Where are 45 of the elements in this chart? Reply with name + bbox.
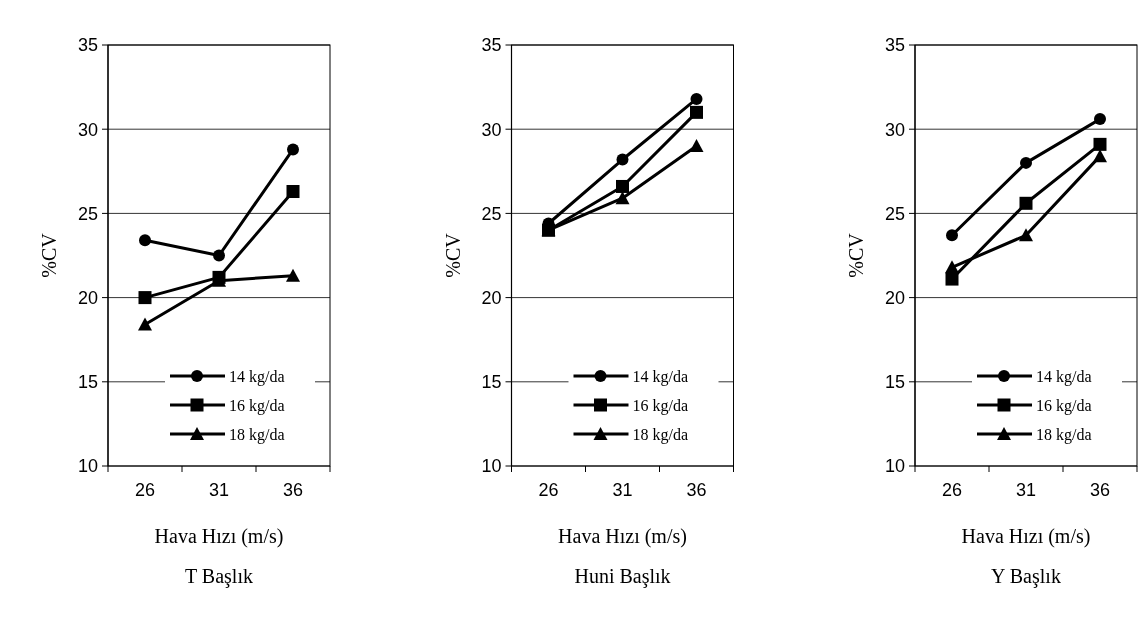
legend-label: 16 kg/da: [1036, 396, 1092, 415]
legend-label: 14 kg/da: [229, 367, 285, 386]
y-tick-label: 25: [77, 203, 98, 224]
x-tick-label: 26: [538, 480, 559, 500]
x-tick-label: 31: [1015, 480, 1037, 500]
legend-label: 16 kg/da: [229, 396, 285, 415]
y-tick-label: 20: [481, 287, 502, 308]
text: Huni Başlık: [574, 565, 671, 588]
x-tick-label: 31: [612, 480, 633, 500]
legend-label: 14 kg/da: [1036, 367, 1092, 386]
y-axis-title: %CV: [441, 232, 464, 278]
y-tick-label: 35: [481, 35, 502, 56]
x-tick-label: 36: [1089, 480, 1111, 500]
y-tick-label: 30: [481, 119, 502, 140]
y-tick-label: 10: [77, 456, 98, 477]
y-tick-label: 10: [884, 456, 905, 477]
x-tick-label: 26: [941, 480, 963, 500]
text: T Başlık: [185, 565, 253, 588]
text: Y Başlık: [991, 565, 1061, 588]
y-tick-label: 20: [77, 287, 98, 308]
x-tick-label: 31: [208, 480, 230, 500]
x-tick-label: 36: [282, 480, 304, 500]
y-axis-title: %CV: [38, 232, 60, 278]
legend-label: 18 kg/da: [632, 425, 689, 444]
y-tick-label: 30: [77, 119, 98, 140]
y-tick-label: 35: [77, 35, 98, 56]
y-tick-label: 10: [481, 456, 502, 477]
legend-label: 18 kg/da: [229, 425, 285, 444]
y-tick-label: 20: [884, 287, 905, 308]
y-tick-label: 15: [481, 372, 502, 393]
x-tick-label: 36: [686, 480, 707, 500]
legend-label: 16 kg/da: [632, 396, 689, 415]
x-axis-title: Hava Hızı (m/s): [558, 525, 687, 548]
y-tick-label: 15: [77, 372, 98, 393]
y-axis-title: %CV: [845, 232, 867, 278]
legend-label: 18 kg/da: [1036, 425, 1092, 444]
x-axis-title: Hava Hızı (m/s): [154, 525, 284, 548]
y-tick-label: 30: [884, 119, 905, 140]
y-tick-label: 25: [481, 203, 502, 224]
legend-label: 14 kg/da: [632, 367, 689, 386]
x-axis-title: Hava Hızı (m/s): [961, 525, 1091, 548]
y-tick-label: 15: [884, 372, 905, 393]
y-tick-label: 25: [884, 203, 905, 224]
x-tick-label: 26: [134, 480, 156, 500]
y-tick-label: 35: [884, 35, 905, 56]
